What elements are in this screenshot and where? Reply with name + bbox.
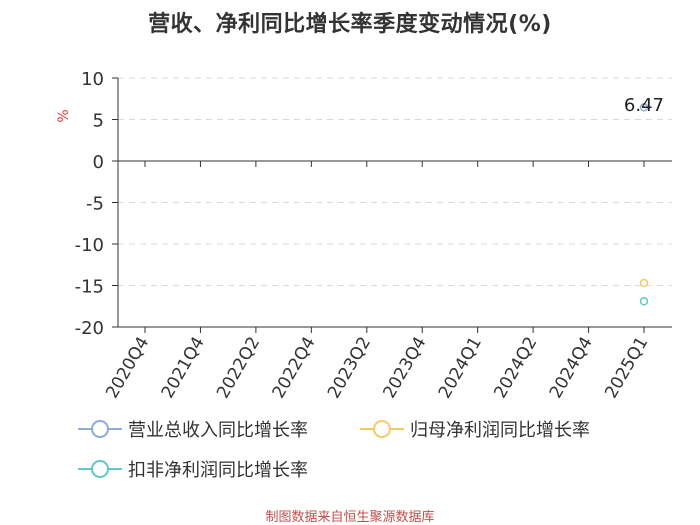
data-point-series-2 [639, 297, 649, 306]
legend-label-revenue: 营业总收入同比增长率 [128, 420, 308, 441]
x-tick-label: 2021Q4 [158, 334, 209, 402]
x-tick-label: 2024Q1 [435, 333, 486, 401]
x-tick-label: 2022Q2 [213, 334, 264, 402]
data-point-series-0 [639, 103, 649, 112]
data-point-series-1 [639, 278, 649, 288]
x-tick-label: 2023Q4 [379, 334, 430, 402]
legend-item-deducted-profit[interactable]: 扣非净利润同比增长率 [78, 456, 308, 482]
legend-marker-revenue [78, 420, 122, 438]
x-tick-label: 2023Q2 [324, 334, 375, 402]
legend-item-net-profit[interactable]: 归母净利润同比增长率 [360, 416, 590, 442]
x-tick-label: 2024Q2 [490, 334, 541, 402]
data-label: 6.47 [624, 95, 664, 116]
y-tick-label: -15 [75, 277, 104, 298]
x-tick-label: 2024Q4 [546, 334, 597, 402]
legend-marker-deducted-profit [78, 460, 122, 478]
legend-item-revenue[interactable]: 营业总收入同比增长率 [78, 416, 308, 442]
legend-label-deducted-profit: 扣非净利润同比增长率 [128, 460, 308, 481]
y-tick-label: 5 [93, 111, 104, 132]
legend-label-net-profit: 归母净利润同比增长率 [410, 420, 590, 441]
x-tick-label: 2022Q4 [269, 334, 320, 402]
y-tick-label: -10 [75, 235, 104, 256]
y-tick-label: -5 [86, 194, 104, 215]
x-tick-label: 2020Q4 [102, 334, 153, 402]
source-note: 制图数据来自恒生聚源数据库 [265, 510, 435, 525]
y-tick-label: -20 [75, 318, 104, 339]
y-axis-label: % [56, 109, 72, 122]
x-tick-label: 2025Q1 [601, 334, 652, 402]
legend-marker-net-profit [360, 420, 404, 438]
y-tick-label: 0 [93, 152, 104, 173]
y-tick-label: 10 [81, 69, 104, 90]
chart-title: 营收、净利同比增长率季度变动情况(%) [148, 12, 552, 37]
